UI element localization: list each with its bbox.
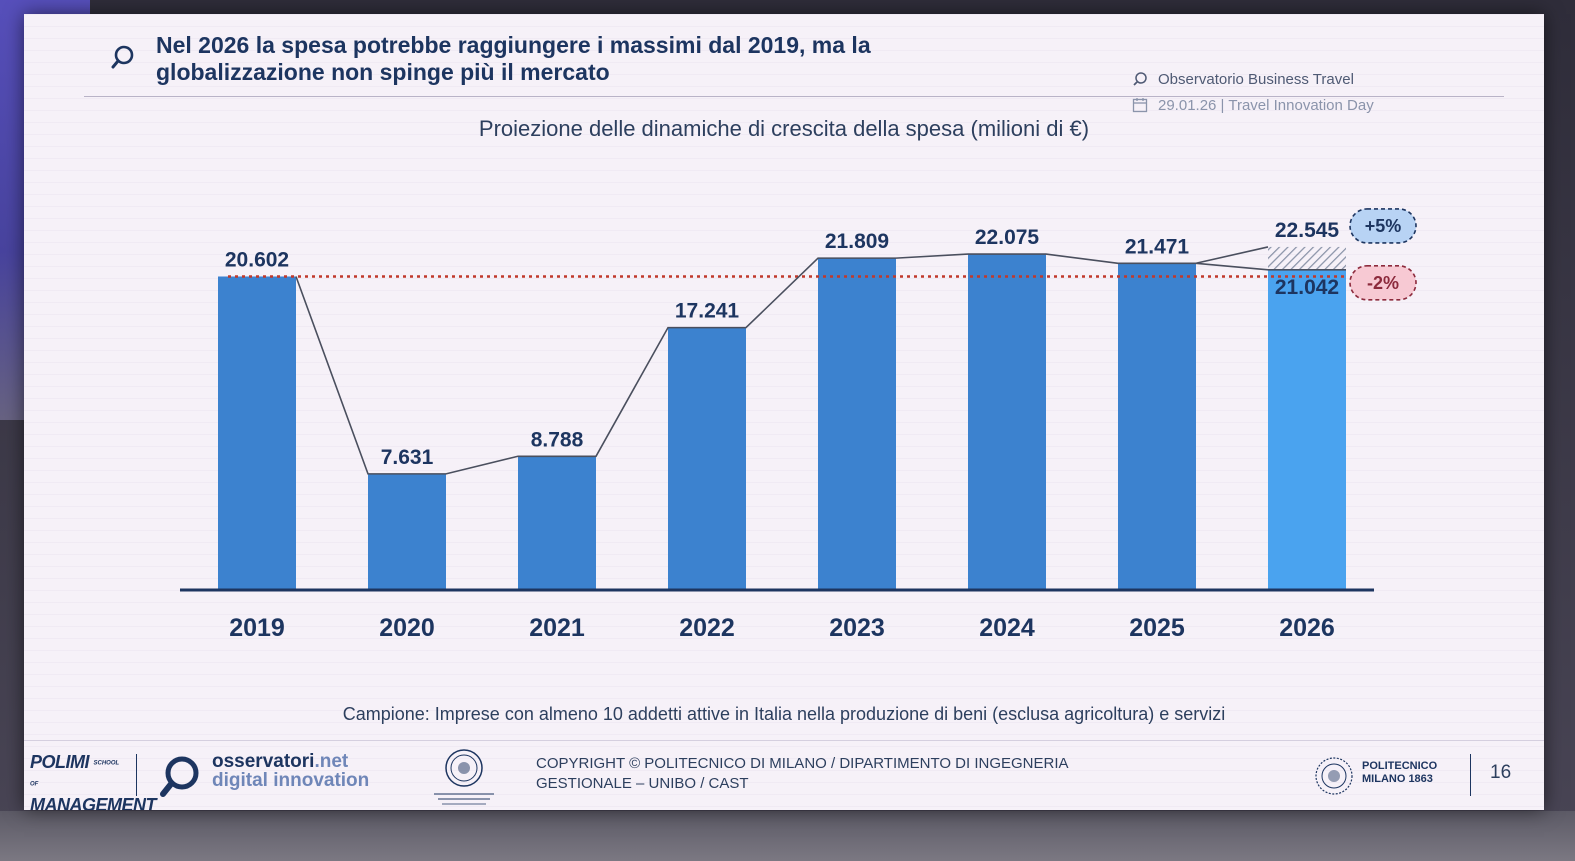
change-pill-low-label: -2% [1367,273,1399,293]
footer-divider [24,740,1544,741]
trend-connector-line [295,253,1346,475]
copyright-notice: COPYRIGHT © POLITECNICO DI MILANO / DIPA… [536,754,1196,794]
change-pill-high-label: +5% [1365,216,1402,236]
bar-2021 [518,456,596,590]
source-row: Observatorio Business Travel [1132,66,1452,92]
x-tick-label-2020: 2020 [379,614,435,642]
bar-2026 [1268,269,1346,590]
source-label: Observatorio Business Travel [1158,70,1354,88]
change-pill-low [1349,264,1417,301]
magnifier-small-icon [1133,72,1147,86]
politecnico-line2: MILANO 1863 [1362,773,1433,785]
x-tick-label-2021: 2021 [529,614,585,642]
projection-upside-hatch [1268,246,1346,270]
data-label-2019: 20.602 [225,248,289,271]
osservatori-logo-icon [160,756,199,797]
data-label-2026: 21.042 [1275,276,1339,299]
osservatori-tld: .net [314,751,349,772]
slide-title: Nel 2026 la spesa potrebbe raggiungere i… [156,32,1116,86]
bar-chart: 20.602 7.631 8.788 17.241 21.809 22.075 21.471… [180,208,1417,642]
bar-2019 [218,276,296,590]
magnifier-icon [111,45,134,69]
politecnico-line1: POLITECNICO [1362,760,1438,772]
calendar-icon [1132,98,1148,113]
data-label-projection-high: 22.545 [1275,219,1340,242]
bar-2023 [818,258,896,590]
copyright-line2: GESTIONALE – UNIBO / CAST [536,775,749,792]
trend-connector-high [1195,246,1269,265]
slide-title-line2: globalizzazione non spinge più il mercat… [156,59,610,85]
page-number: 16 [1490,762,1512,783]
x-tick-label-2025: 2025 [1129,614,1185,642]
date-label: 29.01.26 | Travel Innovation Day [1158,96,1374,114]
slide-footer: POLIMI SCHOOL OF MANAGEMENT osservatori.… [24,744,1544,810]
data-label-2023: 21.809 [825,230,889,253]
osservatori-logo: osservatori.net digital innovation [212,752,369,790]
bar-2020 [368,473,446,590]
osservatori-sub: digital innovation [212,770,370,791]
floor-area [0,811,1575,861]
copyright-line1: COPYRIGHT © POLITECNICO DI MILANO / DIPA… [536,755,1069,772]
bar-2025 [1118,263,1196,590]
x-tick-label-2023: 2023 [829,614,885,642]
presentation-slide: Nel 2026 la spesa potrebbe raggiungere i… [24,14,1544,810]
data-label-2022: 17.241 [675,300,740,323]
politecnico-seal-icon [1315,757,1353,795]
data-label-2024: 22.075 [975,226,1040,249]
polimi-logo: POLIMI SCHOOL OF MANAGEMENT [30,752,157,810]
x-tick-label-2024: 2024 [979,614,1035,642]
date-row: 29.01.26 | Travel Innovation Day [1132,92,1452,118]
sample-footnote: Campione: Imprese con almeno 10 addetti … [342,704,1226,724]
slide-meta: Observatorio Business Travel 29.01.26 | … [1132,66,1452,118]
polimi-logo-small: SCHOOL OF [30,760,120,788]
bar-2022 [668,327,746,590]
politecnico-logo: POLITECNICO MILANO 1863 [1362,760,1437,786]
osservatori-name: osservatori [212,751,315,772]
page-number-separator [1470,754,1471,796]
polimi-logo-line1: POLIMI [30,752,90,772]
x-tick-label-2026: 2026 [1279,614,1335,642]
data-label-2025: 21.471 [1125,235,1190,258]
data-label-2020: 7.631 [381,446,434,469]
bar-2024 [968,254,1046,590]
chart-area: Proiezione delle dinamiche di crescita d… [24,110,1544,670]
x-tick-label-2022: 2022 [679,614,735,642]
header-divider [84,96,1504,97]
polimi-logo-line2: MANAGEMENT [30,794,157,811]
university-seal-icon [434,749,494,805]
footer-separator [136,754,137,796]
change-pill-high [1349,208,1417,244]
slide-title-line1: Nel 2026 la spesa potrebbe raggiungere i… [156,32,871,58]
data-label-2021: 8.788 [531,428,584,451]
chart-title: Proiezione delle dinamiche di crescita d… [478,116,1090,141]
x-tick-label-2019: 2019 [229,614,285,642]
